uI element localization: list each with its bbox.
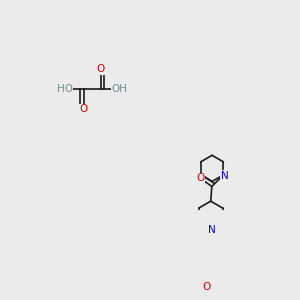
Text: O: O [96, 64, 105, 74]
Text: OH: OH [112, 84, 127, 94]
Text: N: N [208, 225, 216, 235]
Text: HO: HO [57, 84, 73, 94]
Text: O: O [203, 283, 211, 292]
Text: O: O [80, 104, 88, 114]
Text: O: O [196, 173, 205, 183]
Text: N: N [221, 170, 229, 181]
